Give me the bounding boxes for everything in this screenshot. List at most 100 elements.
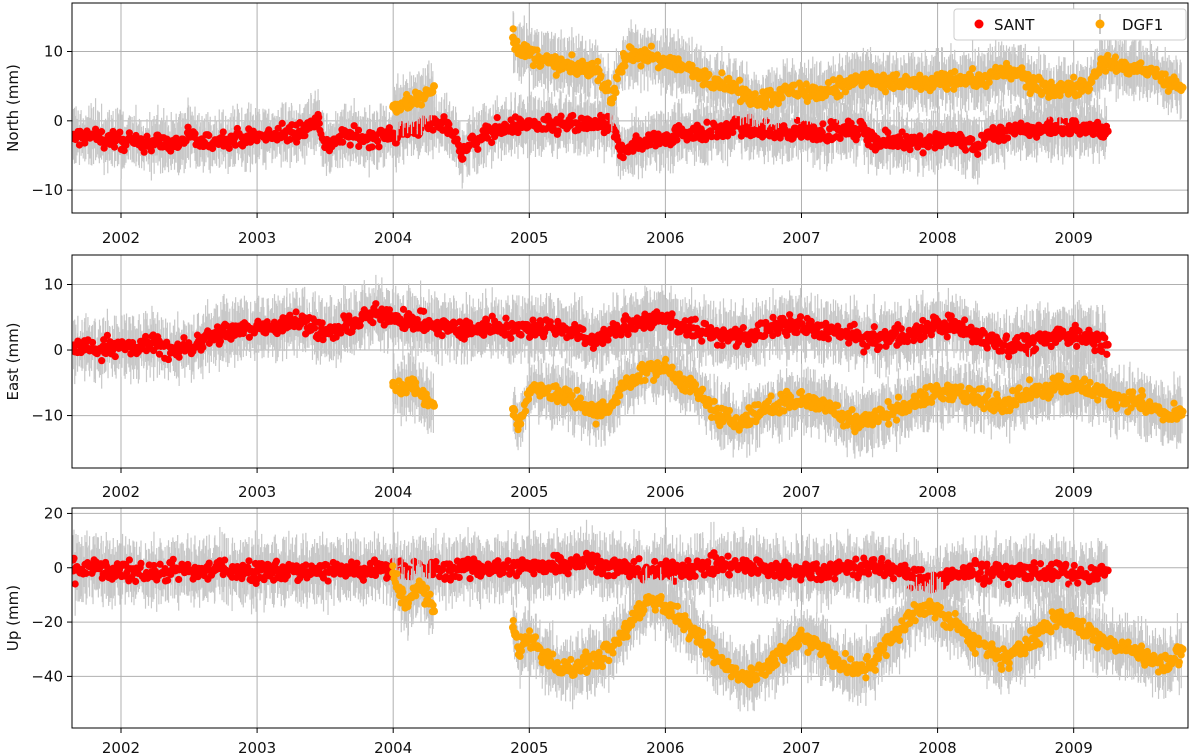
series-dgf1-north: [389, 11, 1187, 141]
marker: [350, 122, 358, 130]
marker: [884, 128, 892, 137]
marker: [729, 128, 737, 137]
marker: [445, 120, 453, 128]
marker: [618, 68, 626, 76]
point-dgf1: [1178, 83, 1187, 92]
plot-area-north: [72, 11, 1187, 189]
marker: [1161, 70, 1169, 78]
marker: [375, 143, 383, 151]
y-tick-label: −10: [31, 181, 63, 199]
marker: [568, 51, 576, 59]
marker: [629, 147, 637, 155]
marker: [597, 72, 605, 80]
x-tick-label: 2009: [1055, 229, 1093, 247]
marker: [488, 138, 496, 147]
marker: [440, 113, 448, 121]
marker: [208, 144, 217, 153]
x-tick-label: 2002: [102, 229, 140, 247]
marker: [797, 133, 805, 141]
marker: [637, 62, 645, 70]
marker: [985, 78, 993, 86]
marker: [968, 64, 977, 73]
marker: [514, 128, 522, 137]
marker: [474, 145, 482, 153]
marker: [219, 128, 227, 136]
marker: [100, 144, 108, 152]
point-dgf1: [430, 82, 439, 91]
marker: [493, 113, 501, 122]
marker: [598, 113, 606, 121]
marker: [1111, 53, 1120, 61]
marker: [736, 76, 744, 84]
marker: [180, 334, 188, 342]
marker: [613, 75, 622, 83]
marker: [1072, 119, 1080, 127]
marker: [1152, 65, 1160, 73]
y-axis-label-north: North (mm): [4, 64, 22, 152]
marker: [1024, 70, 1032, 79]
marker: [191, 130, 199, 138]
marker: [453, 135, 461, 143]
marker: [164, 355, 173, 364]
marker: [155, 350, 164, 358]
marker: [705, 70, 713, 79]
marker: [966, 71, 975, 80]
marker: [111, 352, 119, 361]
marker: [301, 132, 309, 140]
marker: [253, 137, 261, 145]
marker: [768, 123, 776, 132]
marker: [1111, 58, 1119, 67]
marker: [147, 147, 155, 155]
marker: [778, 94, 786, 102]
marker: [703, 118, 711, 126]
marker: [836, 91, 844, 100]
marker: [451, 128, 460, 136]
marker: [339, 138, 347, 146]
marker: [557, 112, 565, 120]
y-tick-label: 10: [44, 43, 63, 61]
marker: [1088, 78, 1096, 86]
point-sant: [1103, 127, 1112, 136]
marker: [847, 119, 855, 127]
marker: [737, 132, 746, 140]
marker: [1037, 90, 1046, 99]
panel-east: 2002 2003 2004 2005 2006 2007 2008 2009−10010Ea…: [4, 254, 1189, 501]
marker: [225, 144, 233, 152]
marker: [354, 126, 363, 134]
marker: [943, 85, 951, 93]
marker: [1085, 85, 1094, 93]
marker: [569, 111, 577, 120]
marker: [175, 353, 183, 361]
markers-sant: [72, 300, 1112, 365]
marker: [673, 136, 681, 144]
marker: [968, 135, 976, 143]
x-tick-label: 2003: [238, 229, 276, 247]
marker: [718, 69, 726, 77]
marker: [278, 119, 286, 127]
series-sant-east: [72, 274, 1112, 389]
marker: [98, 357, 106, 365]
marker: [88, 338, 97, 347]
marker: [881, 88, 890, 96]
marker: [1056, 91, 1064, 100]
axes-frame-north: [71, 2, 1189, 214]
marker: [612, 88, 620, 97]
marker: [193, 331, 202, 339]
marker: [708, 133, 716, 141]
marker: [459, 155, 467, 163]
marker: [892, 70, 901, 78]
x-tick-label: 2005: [510, 229, 548, 247]
marker: [143, 132, 151, 140]
marker: [595, 66, 603, 74]
marker: [346, 141, 354, 149]
plot-area-east: [72, 274, 1187, 459]
marker: [529, 61, 537, 70]
marker: [513, 37, 521, 45]
series-sant-north: [72, 86, 1112, 189]
marker: [205, 131, 213, 140]
marker: [533, 46, 541, 54]
marker: [819, 120, 827, 128]
panels: 2002 2003 2004 2005 2006 2007 2008 2009 −10 0 10 No…: [4, 2, 1189, 755]
x-tick-label: 2007: [782, 229, 820, 247]
